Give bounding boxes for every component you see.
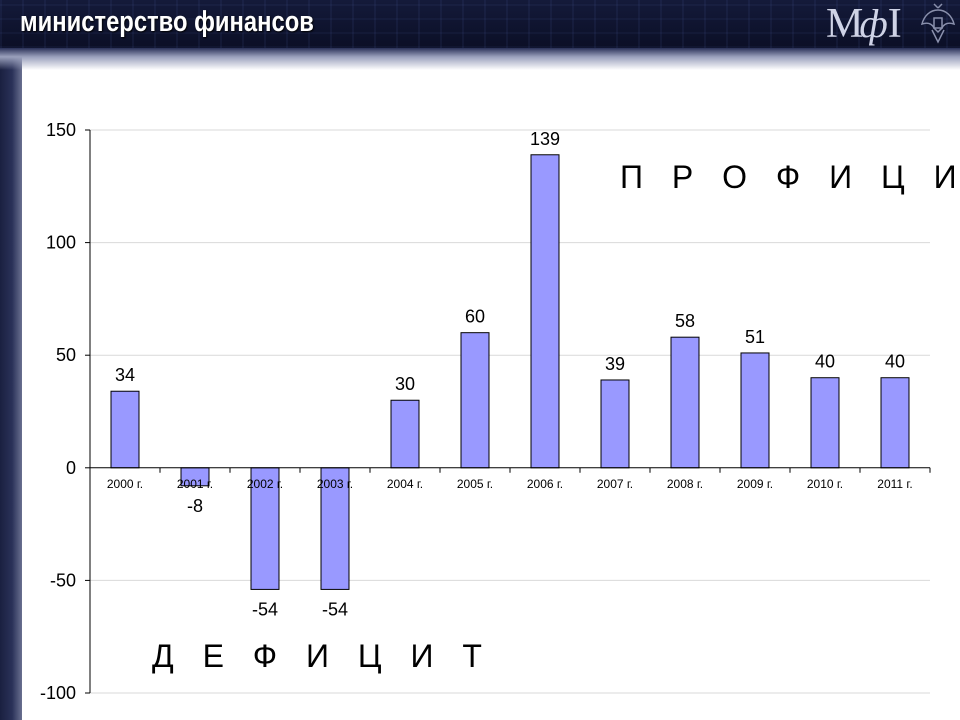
double-headed-eagle-icon xyxy=(920,3,956,44)
axes xyxy=(85,129,931,694)
data-label: 34 xyxy=(115,365,135,385)
data-label: 40 xyxy=(885,352,905,372)
bar xyxy=(810,377,840,469)
data-label: 51 xyxy=(745,327,765,347)
data-label: -54 xyxy=(322,599,348,619)
x-category-label: 2004 г. xyxy=(387,477,423,491)
header-banner: министерство финансов МфI xyxy=(0,0,960,48)
data-label: -54 xyxy=(252,599,278,619)
y-tick-label: -50 xyxy=(50,570,76,590)
bar xyxy=(600,379,630,469)
y-tick-label: 50 xyxy=(56,345,76,365)
ministry-logo: МфI xyxy=(826,1,918,47)
data-label: 139 xyxy=(530,129,560,149)
y-tick-label: 150 xyxy=(46,120,76,140)
x-category-label: 2001 г. xyxy=(177,477,213,491)
bar xyxy=(530,154,560,469)
data-label: 58 xyxy=(675,311,695,331)
bar xyxy=(460,332,490,469)
x-category-label: 2010 г. xyxy=(807,477,843,491)
header-decoration xyxy=(0,0,960,48)
bars xyxy=(110,154,910,590)
x-category-label: 2006 г. xyxy=(527,477,563,491)
x-category-label: 2009 г. xyxy=(737,477,773,491)
x-category-label: 2002 г. xyxy=(247,477,283,491)
bar xyxy=(250,467,280,590)
data-label: 40 xyxy=(815,352,835,372)
bar xyxy=(740,352,770,469)
x-category-label: 2008 г. xyxy=(667,477,703,491)
bar xyxy=(670,336,700,469)
data-label: -8 xyxy=(187,496,203,516)
top-decorative-shade xyxy=(0,48,960,70)
logo-letter-i: I xyxy=(887,1,902,47)
y-tick-label: 100 xyxy=(46,233,76,253)
left-decorative-bar xyxy=(0,48,22,720)
y-tick-label: -100 xyxy=(40,683,76,703)
data-label: 30 xyxy=(395,374,415,394)
x-category-label: 2003 г. xyxy=(317,477,353,491)
bar xyxy=(110,390,140,469)
header-title: министерство финансов xyxy=(20,6,314,38)
deficit-annotation: Д Е Ф И Ц И Т xyxy=(152,638,492,674)
labels: 150 100 50 0 -50 -100 2000 г. 34 2001 г. -8 2002 г… xyxy=(40,120,913,703)
bar xyxy=(390,399,420,469)
x-category-label: 2005 г. xyxy=(457,477,493,491)
x-category-label: 2011 г. xyxy=(877,477,912,491)
grid-lines xyxy=(90,129,930,694)
logo-letter-f: ф xyxy=(859,1,888,46)
x-category-label: 2007 г. xyxy=(597,477,633,491)
x-category-label: 2000 г. xyxy=(107,477,143,491)
y-tick-label: 0 xyxy=(66,458,76,478)
logo-letter-m: М xyxy=(826,1,864,47)
bar xyxy=(880,377,910,469)
profit-annotation: П Р О Ф И Ц И Т xyxy=(620,159,960,195)
data-label: 60 xyxy=(465,307,485,327)
data-label: 39 xyxy=(605,354,625,374)
bar xyxy=(320,467,350,590)
